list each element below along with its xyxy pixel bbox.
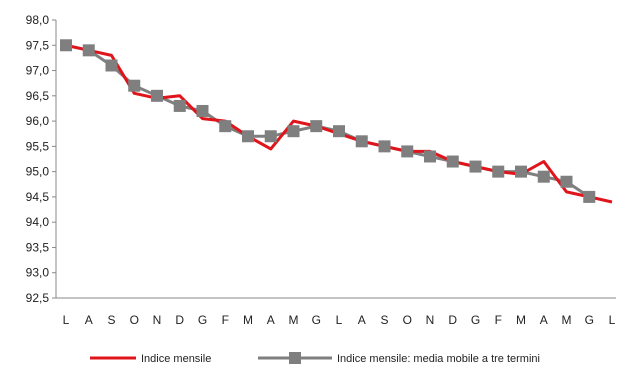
data-point-media-mobile bbox=[378, 140, 391, 153]
legend-label-indice-mensile: Indice mensile bbox=[141, 353, 211, 365]
data-point-media-mobile bbox=[105, 59, 118, 72]
y-tick-label: 93,0 bbox=[26, 266, 50, 280]
x-tick-label: D bbox=[175, 313, 184, 327]
x-tick-label: A bbox=[85, 313, 93, 327]
x-tick-label: A bbox=[540, 313, 548, 327]
x-tick-label: S bbox=[107, 313, 115, 327]
y-tick-label: 96,5 bbox=[26, 89, 50, 103]
data-point-media-mobile bbox=[537, 170, 550, 183]
data-point-media-mobile bbox=[492, 165, 505, 178]
data-point-media-mobile bbox=[219, 120, 232, 133]
data-point-media-mobile bbox=[196, 104, 209, 117]
data-point-media-mobile bbox=[287, 125, 300, 138]
data-point-media-mobile bbox=[242, 130, 254, 143]
y-tick-label: 95,0 bbox=[26, 165, 50, 179]
y-tick-label: 94,0 bbox=[26, 215, 50, 229]
data-point-media-mobile bbox=[424, 150, 436, 163]
x-tick-label: L bbox=[336, 313, 343, 327]
x-tick-label: M bbox=[516, 313, 526, 327]
data-point-media-mobile bbox=[446, 155, 459, 168]
data-point-media-mobile bbox=[60, 39, 72, 52]
data-point-media-mobile bbox=[355, 135, 368, 148]
x-tick-label: O bbox=[130, 313, 139, 327]
y-tick-label: 98,0 bbox=[26, 13, 50, 27]
data-point-media-mobile bbox=[401, 145, 414, 158]
legend-item-media-mobile: Indice mensile: media mobile a tre termi… bbox=[258, 352, 540, 365]
y-tick-label: 95,5 bbox=[26, 139, 50, 153]
data-point-media-mobile bbox=[128, 79, 141, 92]
y-axis-ticks: 98,0 97,5 97,0 96,5 96,0 95,5 95,0 94,5 94,0 93,5… bbox=[26, 13, 56, 305]
x-tick-label: A bbox=[267, 313, 275, 327]
x-tick-label: O bbox=[403, 313, 412, 327]
data-point-media-mobile bbox=[560, 175, 573, 188]
y-tick-label: 94,5 bbox=[26, 190, 50, 204]
data-point-media-mobile bbox=[82, 44, 95, 57]
x-tick-label: F bbox=[222, 313, 229, 327]
x-tick-label: G bbox=[585, 313, 594, 327]
legend-label-media-mobile: Indice mensile: media mobile a tre termi… bbox=[337, 353, 540, 365]
x-tick-label: M bbox=[562, 313, 572, 327]
data-point-media-mobile bbox=[583, 190, 596, 203]
x-tick-label: G bbox=[198, 313, 207, 327]
y-tick-label: 92,5 bbox=[26, 291, 50, 305]
x-tick-label: A bbox=[358, 313, 366, 327]
x-tick-label: L bbox=[609, 313, 616, 327]
data-point-media-mobile bbox=[469, 160, 482, 173]
data-point-media-mobile bbox=[264, 130, 277, 143]
legend-marker-media-mobile bbox=[289, 352, 301, 364]
data-point-media-mobile bbox=[173, 99, 186, 112]
y-tick-label: 97,0 bbox=[26, 64, 50, 78]
x-tick-label: S bbox=[380, 313, 388, 327]
x-tick-label: F bbox=[495, 313, 502, 327]
series-layer bbox=[60, 39, 613, 204]
x-tick-label: M bbox=[243, 313, 253, 327]
legend: Indice mensile Indice mensile: media mob… bbox=[90, 352, 540, 365]
y-tick-label: 96,0 bbox=[26, 114, 50, 128]
data-point-media-mobile bbox=[310, 120, 323, 133]
data-point-media-mobile bbox=[151, 89, 163, 102]
x-tick-label: G bbox=[312, 313, 321, 327]
x-tick-label: D bbox=[448, 313, 457, 327]
data-point-media-mobile bbox=[333, 125, 345, 138]
x-tick-label: N bbox=[426, 313, 435, 327]
series-line-indice-mensile bbox=[65, 43, 613, 204]
y-tick-label: 93,5 bbox=[26, 240, 50, 254]
legend-item-indice-mensile: Indice mensile bbox=[90, 353, 211, 365]
x-tick-label: L bbox=[63, 313, 70, 327]
x-tick-label: G bbox=[471, 313, 480, 327]
data-point-media-mobile bbox=[515, 165, 527, 178]
y-tick-label: 97,5 bbox=[26, 38, 50, 52]
x-tick-label: N bbox=[153, 313, 162, 327]
x-tick-label: M bbox=[289, 313, 299, 327]
